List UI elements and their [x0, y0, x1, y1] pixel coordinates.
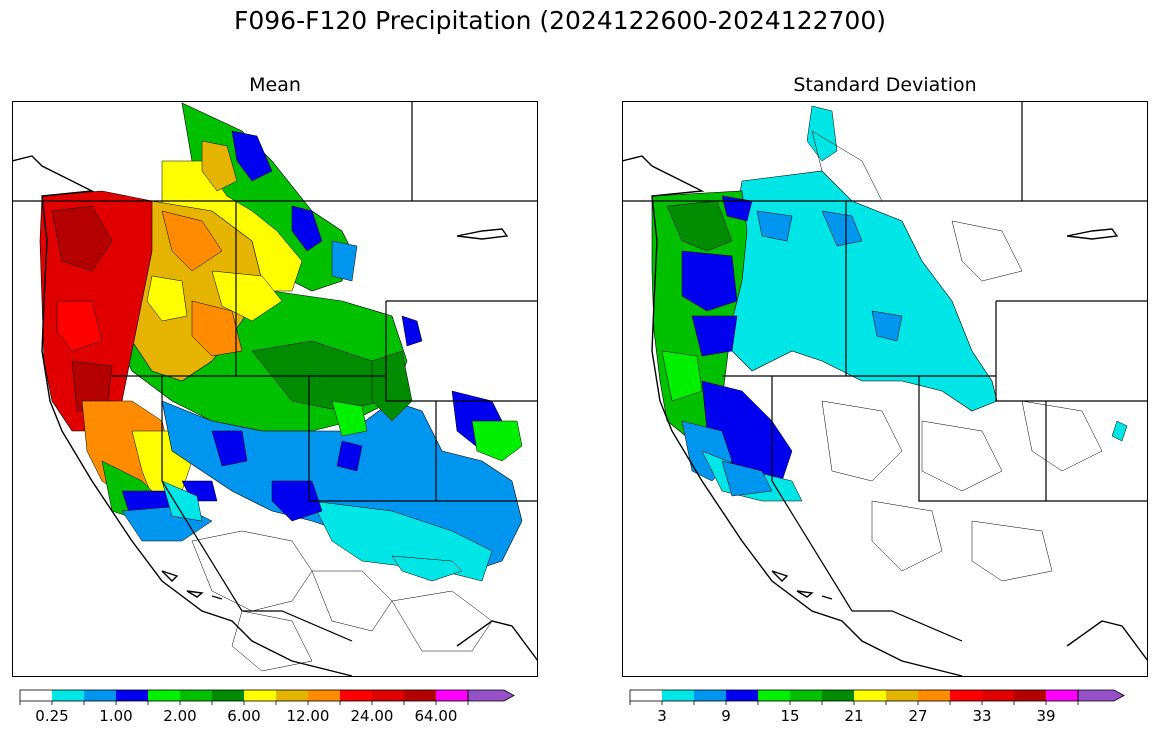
std-colorbar-bin-9: [918, 690, 950, 701]
mean-panel-title: Mean: [249, 74, 301, 96]
mean-colorbar-label-3: 6.00: [227, 707, 260, 725]
std-colorbar-bin-2: [694, 690, 726, 701]
mean-map-frame: [12, 101, 538, 677]
std-state-borders: [622, 101, 1148, 642]
std-colorbar-extend-arrow: [1077, 689, 1125, 702]
mean-colorbar-bin-13: [436, 690, 468, 701]
mean-colorbar-bin-9: [308, 690, 340, 701]
std-colorbar-label-3: 21: [844, 707, 863, 725]
std-colorbar-bin-6: [822, 690, 854, 701]
mean-colorbar-bin-1: [52, 690, 84, 701]
std-colorbar-bin-7: [854, 690, 886, 701]
std-colorbar-bin-0: [630, 690, 662, 701]
std-colorbar-bin-8: [886, 690, 918, 701]
std-colorbar-bin-5: [790, 690, 822, 701]
std-panel-title: Standard Deviation: [793, 74, 977, 96]
mean-colorbar-bin-6: [212, 690, 244, 701]
mean-colorbar-bin-0: [20, 690, 52, 701]
std-colorbar-bin-1: [662, 690, 694, 701]
mean-colorbar: 0.25 1.00 2.00 6.00 12.00 24.00 64.00: [19, 689, 515, 725]
std-map-frame: [622, 101, 1148, 677]
mean-colorbar-bin-7: [244, 690, 276, 701]
mean-colorbar-label-4: 12.00: [287, 707, 330, 725]
std-colorbar-bin-10: [950, 690, 982, 701]
std-colorbar-bin-13: [1046, 690, 1078, 701]
std-colorbar-label-4: 27: [908, 707, 927, 725]
mean-map: [12, 101, 538, 677]
mean-colorbar-bin-3: [116, 690, 148, 701]
std-colorbar-label-2: 15: [780, 707, 799, 725]
mean-colorbar-label-2: 2.00: [163, 707, 196, 725]
figure-title: F096-F120 Precipitation (2024122600-2024…: [233, 6, 886, 35]
mean-colorbar-label-1: 1.00: [99, 707, 132, 725]
mean-basin-outlines: [191, 530, 493, 672]
mean-colorbar-bin-11: [372, 690, 404, 701]
mean-colorbar-bin-4: [148, 690, 180, 701]
std-colorbar-bin-4: [758, 690, 790, 701]
std-colorbar-label-0: 3: [657, 707, 667, 725]
std-coastline: [622, 155, 1148, 677]
std-colorbar-label-5: 33: [972, 707, 991, 725]
mean-colorbar-extend-arrow: [467, 689, 515, 702]
std-colorbar-bin-3: [726, 690, 758, 701]
mean-colorbar-bin-12: [404, 690, 436, 701]
std-colorbar-bin-12: [1014, 690, 1046, 701]
std-colorbar-label-1: 9: [721, 707, 731, 725]
std-colorbar-bin-11: [982, 690, 1014, 701]
mean-colorbar-bin-8: [276, 690, 308, 701]
std-basin-outlines: [811, 130, 1103, 582]
mean-colorbar-bin-2: [84, 690, 116, 701]
mean-colorbar-label-6: 64.00: [415, 707, 458, 725]
std-map: [622, 101, 1148, 677]
std-colorbar: 3 9 15 21 27 33 39: [629, 689, 1125, 725]
std-shaded-basins: [651, 105, 1128, 502]
mean-colorbar-bin-5: [180, 690, 212, 701]
mean-coastline: [12, 155, 538, 677]
std-colorbar-label-6: 39: [1036, 707, 1055, 725]
mean-state-borders: [12, 101, 538, 642]
mean-colorbar-bin-10: [340, 690, 372, 701]
mean-colorbar-label-0: 0.25: [35, 707, 68, 725]
mean-colorbar-label-5: 24.00: [351, 707, 394, 725]
mean-shaded-basins: [39, 102, 532, 677]
